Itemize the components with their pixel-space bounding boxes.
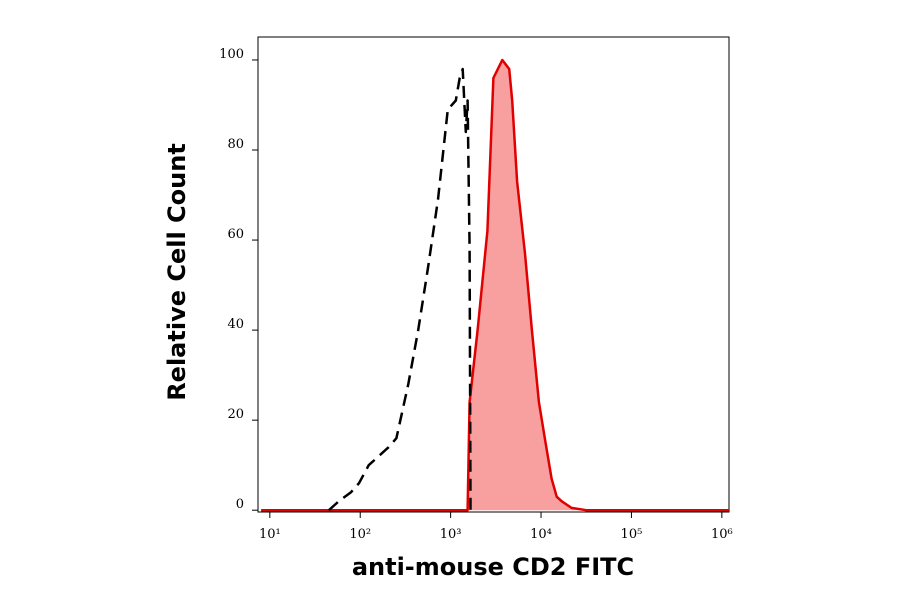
series-line: [328, 67, 472, 512]
y-tick-label: 0: [236, 497, 244, 512]
y-tick-label: 40: [227, 317, 244, 332]
series-line: [261, 58, 729, 512]
x-tick-label: 10⁶: [711, 527, 733, 542]
area-fill: [261, 60, 729, 511]
x-tick-label: 10⁴: [530, 527, 552, 542]
x-tick-label: 10³: [440, 527, 462, 542]
x-tick-label: 10²: [349, 527, 371, 542]
x-axis-title: anti-mouse CD2 FITC: [352, 553, 634, 581]
plot-frame: [257, 36, 730, 513]
y-tick-label: 80: [227, 137, 244, 152]
x-tick-label: 10¹: [259, 527, 281, 542]
x-tick-label: 10⁵: [621, 527, 643, 542]
y-tick-label: 100: [219, 47, 244, 62]
y-tick-label: 20: [227, 407, 244, 422]
y-axis-title: Relative Cell Count: [163, 143, 191, 401]
y-tick-label: 60: [227, 227, 244, 242]
